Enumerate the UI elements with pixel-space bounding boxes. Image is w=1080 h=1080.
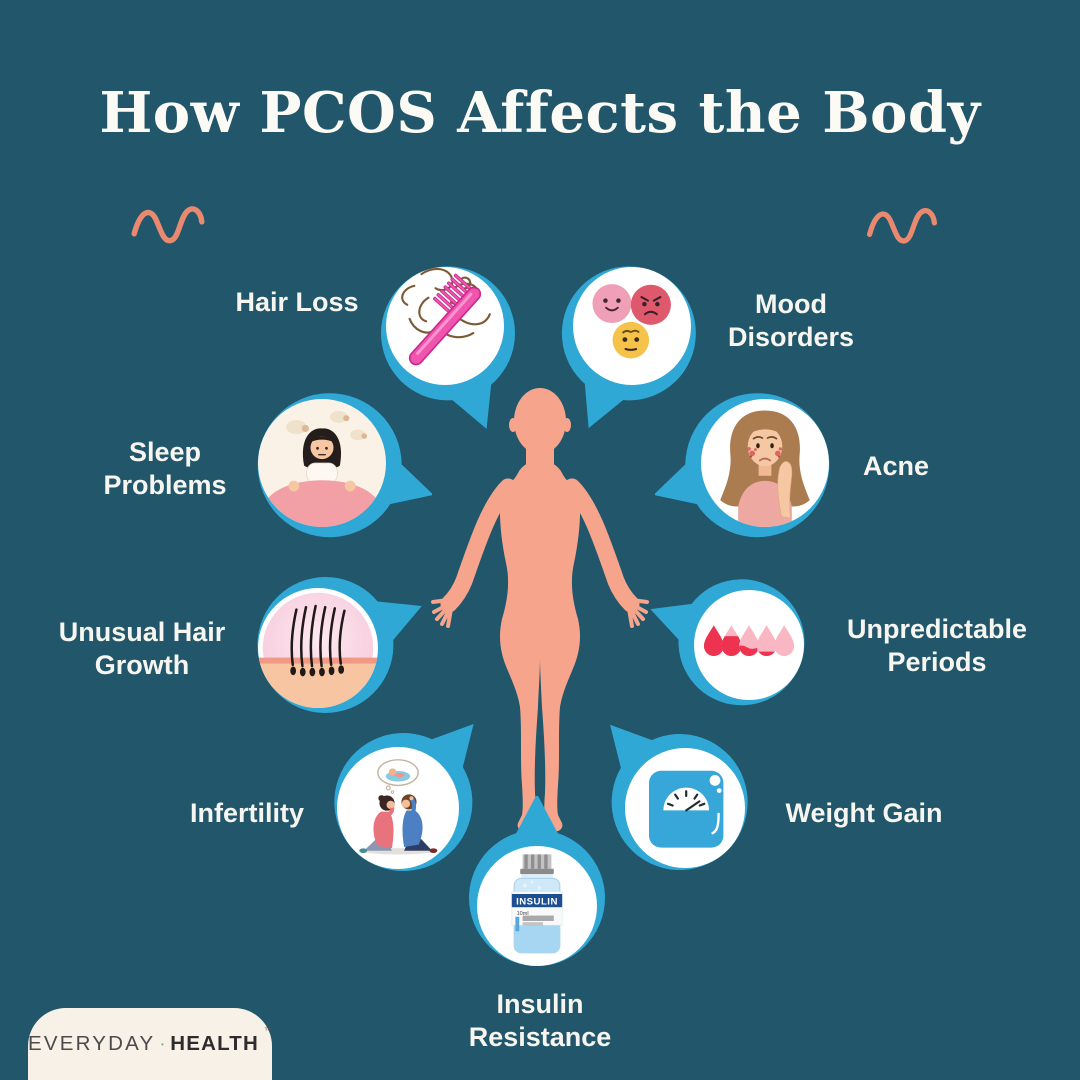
symptom-label-unusual-hair-growth: Unusual Hair Growth	[58, 617, 226, 681]
symptom-bubble-unpredictable-periods	[650, 579, 805, 706]
insulin-vial-icon: INSULIN 10ml	[511, 854, 563, 954]
squiggle-icon	[131, 206, 205, 244]
symptom-label-acne: Acne	[862, 451, 930, 481]
woman-counting-sheep-icon	[265, 410, 379, 527]
blood-drops-icon	[703, 625, 795, 657]
logo-text-everyday: EVERYDAY	[28, 1032, 156, 1055]
trademark-symbol: ™	[264, 1026, 272, 1035]
symptom-label-infertility: Infertility	[189, 798, 304, 828]
symptom-label-sleep-problems: Sleep Problems	[103, 437, 227, 501]
symptom-bubble-sleep-problems	[257, 393, 432, 538]
symptom-label-weight-gain: Weight Gain	[785, 798, 943, 828]
sad-couple-icon	[359, 759, 438, 855]
symptom-bubble-hair-loss	[380, 266, 515, 429]
symptom-label-insulin-resistance: Insulin Resistance	[468, 989, 612, 1053]
emotion-faces-icon	[592, 284, 671, 359]
page-title: How PCOS Affects the Body	[99, 80, 981, 146]
symptom-bubble-weight-gain	[610, 724, 748, 871]
bathroom-scale-icon	[649, 770, 724, 848]
woman-with-acne-icon	[720, 410, 810, 527]
insulin-volume-text: 10ml	[517, 911, 529, 917]
hair-follicles-icon	[258, 592, 378, 708]
squiggle-icon	[866, 207, 938, 244]
symptom-bubble-acne	[655, 393, 830, 538]
insulin-label-text: INSULIN	[516, 897, 558, 908]
symptom-bubble-unusual-hair-growth	[257, 577, 422, 714]
human-body-silhouette	[431, 388, 649, 832]
symptom-label-unpredictable-periods: Unpredictable Periods	[846, 614, 1028, 678]
heart-apple-icon	[161, 1042, 164, 1046]
logo-text-health: HEALTH	[170, 1032, 259, 1055]
symptom-label-hair-loss: Hair Loss	[235, 287, 359, 317]
symptom-label-mood-disorders: Mood Disorders	[727, 289, 855, 353]
everyday-health-logo: EVERYDAY HEALTH ™	[28, 1008, 272, 1080]
comb-with-hair-icon	[401, 267, 491, 366]
symptom-bubble-insulin-resistance: INSULIN 10ml	[469, 796, 605, 966]
symptom-bubble-mood-disorders	[561, 266, 696, 429]
symptom-bubble-infertility	[334, 724, 474, 872]
